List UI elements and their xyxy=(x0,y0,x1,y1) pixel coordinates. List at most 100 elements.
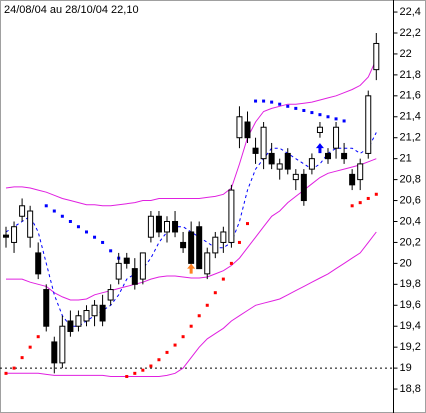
sar-dot xyxy=(52,209,56,213)
y-tick-label: 20,2 xyxy=(400,236,421,248)
sar-dot xyxy=(254,99,258,103)
signal-arrow xyxy=(315,143,324,154)
candle-body xyxy=(284,152,291,170)
sar-dot xyxy=(28,345,32,349)
candle-body xyxy=(164,220,170,233)
candle-body xyxy=(260,126,267,160)
candle-body xyxy=(139,252,146,280)
sar-dot xyxy=(197,314,201,318)
y-tick-label: 22,2 xyxy=(400,27,421,39)
candle-body xyxy=(19,205,26,217)
y-tick-label: 18,8 xyxy=(400,383,421,395)
y-tick-label: 20,4 xyxy=(400,215,421,227)
sar-dot xyxy=(262,99,266,103)
y-tick-label: 19,2 xyxy=(400,341,421,353)
signal-arrow xyxy=(187,263,196,274)
sar-dot xyxy=(213,291,217,295)
sar-dot xyxy=(310,111,314,115)
y-tick-label: 21,8 xyxy=(400,69,421,81)
candle-body xyxy=(292,173,299,181)
sar-dot xyxy=(101,240,105,244)
candle-body xyxy=(373,42,380,71)
candle-body xyxy=(3,234,9,238)
sar-dot xyxy=(60,214,64,218)
candle-body xyxy=(180,241,187,249)
candle-body xyxy=(35,252,42,275)
candle-body xyxy=(123,257,130,264)
sar-dot xyxy=(4,371,8,375)
sar-dot xyxy=(36,335,40,339)
candle-body xyxy=(212,236,219,254)
candle-body xyxy=(196,226,203,270)
candle-body xyxy=(75,315,82,327)
sar-dot xyxy=(270,100,274,104)
sar-dot xyxy=(44,204,48,208)
band-lower xyxy=(6,231,377,377)
sar-dot xyxy=(189,324,193,328)
candle-body xyxy=(115,262,122,280)
sar-dot xyxy=(221,277,225,281)
sar-dot xyxy=(286,104,290,108)
candle-body xyxy=(365,95,372,154)
candle-body xyxy=(51,341,58,364)
sar-dot xyxy=(85,230,88,234)
y-tick-label: 19,4 xyxy=(400,320,421,332)
candle-body xyxy=(131,268,138,285)
sar-dot xyxy=(334,117,338,121)
sar-dot xyxy=(246,222,249,226)
sar-dot xyxy=(318,113,322,117)
title-bg xyxy=(1,1,151,19)
sar-dot xyxy=(278,102,282,106)
candle-body xyxy=(27,210,34,238)
candle-body xyxy=(155,215,162,233)
y-tick-label: 21,2 xyxy=(400,132,421,144)
candle-body xyxy=(244,121,251,139)
y-tick-label: 22,4 xyxy=(400,6,421,18)
y-tick-label: 19 xyxy=(400,362,412,374)
sar-dot xyxy=(326,115,330,119)
sar-dot xyxy=(109,249,113,253)
y-tick-label: 21,4 xyxy=(400,111,421,123)
sar-dot xyxy=(358,201,362,205)
candle-body xyxy=(300,173,307,202)
sar-dot xyxy=(157,358,161,362)
y-tick-label: 20,6 xyxy=(400,194,421,206)
sar-dot xyxy=(229,261,233,265)
chart-title: 24/08/04 au 28/10/04 22,10 xyxy=(4,4,139,16)
sar-dot xyxy=(68,219,72,223)
candle-body xyxy=(188,231,195,264)
sar-dot xyxy=(133,371,137,375)
candle-body xyxy=(276,163,283,170)
candle-body xyxy=(83,310,90,322)
candle-body xyxy=(43,289,50,327)
sar-dot xyxy=(205,303,209,307)
sar-dot xyxy=(237,240,241,244)
y-tick-label: 20 xyxy=(400,257,412,269)
sar-dot xyxy=(181,335,185,339)
candle-body xyxy=(67,320,74,332)
band-middle xyxy=(6,158,377,301)
candle-body xyxy=(107,289,114,301)
y-tick-label: 20,8 xyxy=(400,174,421,186)
sar-dot xyxy=(173,343,177,347)
y-tick-label: 21 xyxy=(400,153,412,165)
sar-dot xyxy=(20,356,24,360)
sar-dot xyxy=(165,350,169,354)
sar-dot xyxy=(342,119,346,123)
sar-dot xyxy=(294,106,298,110)
candle-body xyxy=(59,325,66,364)
sar-dot xyxy=(76,225,80,229)
candle-body xyxy=(357,163,364,181)
candle-body xyxy=(220,231,227,243)
candle-body xyxy=(333,126,340,149)
sar-dot xyxy=(12,366,16,370)
candle-body xyxy=(349,173,356,186)
candle-body xyxy=(341,152,348,160)
y-tick-label: 21,6 xyxy=(400,90,421,102)
candle-body xyxy=(204,252,211,275)
y-tick-label: 19,8 xyxy=(400,278,421,290)
candle-body xyxy=(91,304,98,317)
candle-body xyxy=(325,152,331,160)
